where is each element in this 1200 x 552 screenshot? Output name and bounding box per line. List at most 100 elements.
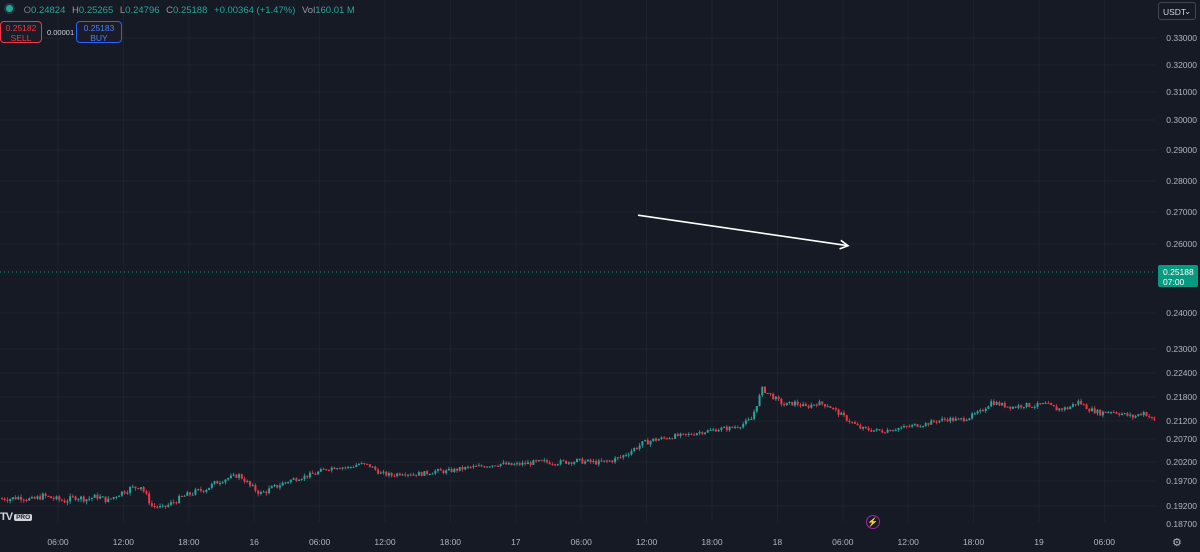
candle-body [167, 504, 170, 507]
candle-body [9, 499, 12, 502]
candle-body [1101, 411, 1104, 416]
candle-body [496, 465, 499, 467]
candle-body [540, 460, 543, 462]
candle-body [518, 463, 521, 465]
candle-body [1066, 407, 1069, 410]
candle-body [723, 426, 726, 428]
price-axis[interactable]: 0.33000 0.32000 0.31000 0.30000 0.29000 0.280… [1155, 0, 1200, 552]
candle-body [66, 501, 69, 503]
candle-body [1061, 408, 1064, 410]
candle-body [401, 474, 404, 476]
candle-body [450, 468, 453, 473]
arrow-shaft[interactable] [637, 214, 849, 247]
candle-body [943, 418, 946, 420]
candle-body [684, 433, 687, 435]
candle-body [804, 403, 807, 406]
candle-body [129, 487, 132, 493]
candle-body [60, 499, 63, 501]
candle-body [349, 466, 352, 468]
candle-body [957, 418, 960, 420]
candle-body [881, 430, 884, 433]
candle-body [682, 433, 685, 435]
candle-body [477, 465, 480, 467]
candle-body [1145, 412, 1148, 417]
candle-body [466, 466, 469, 468]
tradingview-logo[interactable]: TV PRO [0, 511, 33, 523]
candle-body [82, 496, 85, 502]
candle-body [998, 402, 1001, 406]
candle-body [1120, 413, 1123, 415]
candle-body [600, 460, 603, 462]
candle-body [995, 402, 998, 405]
candle-body [107, 498, 110, 503]
time-axis[interactable]: 06:00 12:00 18:00 16 06:00 12:00 18:00 17 06:00 1… [0, 522, 1155, 552]
candle-body [1009, 406, 1012, 409]
price-chart[interactable] [0, 0, 1155, 522]
candle-body [625, 455, 628, 457]
candle-body [611, 460, 614, 463]
candle-body [148, 493, 151, 504]
candle-body [257, 490, 260, 494]
candle-body [979, 410, 982, 412]
candle-body [837, 409, 840, 415]
candle-body [55, 496, 58, 500]
candle-body [516, 463, 519, 465]
candle-body [1110, 412, 1113, 414]
candle-body [205, 489, 208, 492]
arrow-head[interactable] [839, 239, 850, 250]
candle-body [219, 482, 221, 484]
candle-body [714, 429, 717, 432]
candle-body [886, 429, 889, 433]
buy-button[interactable]: 0.25183 BUY [76, 21, 122, 43]
candle-body [521, 462, 524, 465]
candle-body [941, 418, 944, 421]
sell-button[interactable]: 0.25182 SELL [0, 21, 42, 43]
candle-body [104, 496, 107, 503]
candle-body [453, 468, 456, 473]
candle-body [567, 462, 570, 464]
candle-body [93, 494, 96, 498]
candle-body [973, 413, 976, 415]
candle-body [565, 460, 568, 464]
candle-body [259, 492, 262, 494]
candle-body [597, 460, 600, 465]
candle-body [747, 419, 750, 421]
gear-icon[interactable]: ⚙ [1172, 537, 1182, 549]
bolt-icon[interactable]: ⚡ [866, 515, 880, 529]
candle-body [867, 427, 870, 431]
buy-label: BUY [90, 33, 108, 43]
candle-body [153, 506, 156, 508]
trend-arrow-annotation[interactable] [637, 214, 850, 250]
candle-body [1011, 406, 1014, 409]
candle-body [826, 406, 829, 408]
candle-body [488, 466, 491, 468]
candle-body [499, 463, 502, 467]
candle-body [238, 474, 241, 478]
candle-body [180, 496, 183, 498]
candle-body [101, 496, 104, 498]
candle-body [734, 427, 737, 429]
candle-body [276, 484, 279, 488]
currency-selector[interactable]: USDT ⌄ [1158, 2, 1196, 20]
candle-body [537, 460, 540, 462]
candle-body [810, 404, 813, 408]
candle-body [63, 500, 66, 503]
pro-badge: PRO [14, 514, 33, 521]
candle-body [780, 399, 783, 405]
candle-body [213, 481, 216, 484]
candle-body [74, 496, 77, 500]
candle-body [379, 472, 382, 474]
candle-body [1, 498, 3, 500]
candle-body [570, 462, 573, 464]
candle-body [902, 426, 905, 428]
candle-body [71, 496, 74, 498]
price-tick-label: 0.20700 [1166, 434, 1197, 444]
candle-body [551, 464, 554, 466]
candle-body [1052, 404, 1055, 407]
candle-body [461, 467, 464, 470]
candle-body [385, 471, 388, 476]
candle-body [172, 502, 175, 504]
candle-body [548, 462, 551, 465]
candle-body [415, 474, 418, 476]
candle-body [322, 469, 325, 471]
